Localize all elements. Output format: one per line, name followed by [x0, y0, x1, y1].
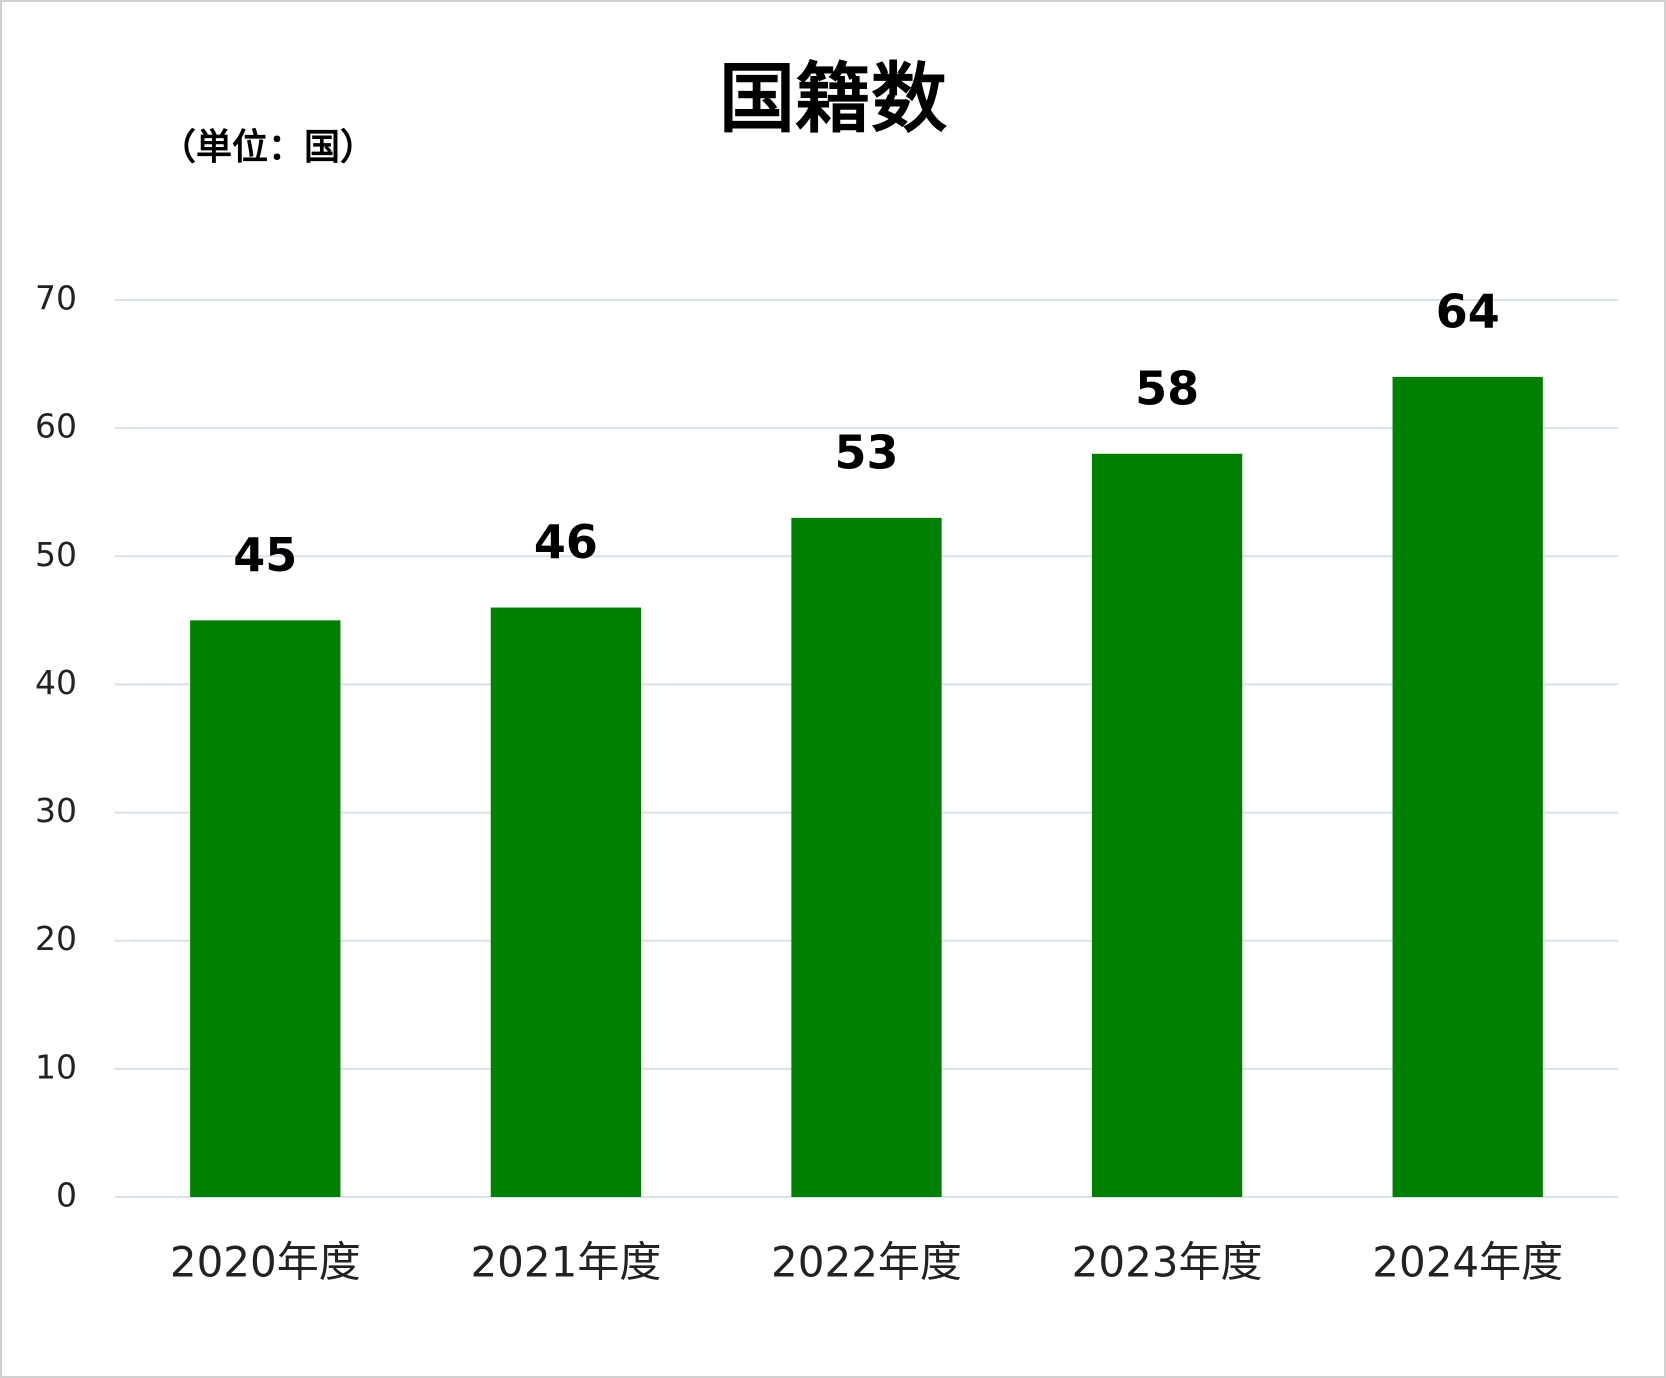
- x-tick-label: 2023年度: [1072, 1238, 1263, 1287]
- y-tick-label: 70: [35, 279, 77, 318]
- y-tick-label: 30: [35, 791, 77, 830]
- unit-label: （単位：国）: [160, 127, 376, 168]
- bar: [1392, 376, 1543, 1197]
- value-label: 46: [534, 515, 598, 569]
- y-tick-label: 60: [35, 407, 77, 446]
- value-label: 53: [834, 425, 898, 479]
- y-tick-label: 40: [35, 663, 77, 702]
- value-label: 58: [1135, 361, 1199, 415]
- y-tick-label: 20: [35, 919, 77, 958]
- y-tick-label: 50: [35, 535, 77, 574]
- y-tick-label: 0: [56, 1176, 77, 1215]
- x-tick-label: 2020年度: [170, 1238, 361, 1287]
- bar: [190, 620, 341, 1197]
- bar: [791, 517, 942, 1197]
- bar: [490, 607, 642, 1197]
- x-tick-label: 2022年度: [771, 1238, 962, 1287]
- x-tick-label: 2021年度: [470, 1238, 661, 1287]
- bar: [1091, 453, 1243, 1197]
- chart-title: 国籍数: [719, 54, 947, 143]
- value-label: 64: [1436, 284, 1500, 338]
- y-tick-label: 10: [35, 1047, 77, 1086]
- x-tick-label: 2024年度: [1372, 1238, 1563, 1287]
- value-label: 45: [233, 528, 297, 582]
